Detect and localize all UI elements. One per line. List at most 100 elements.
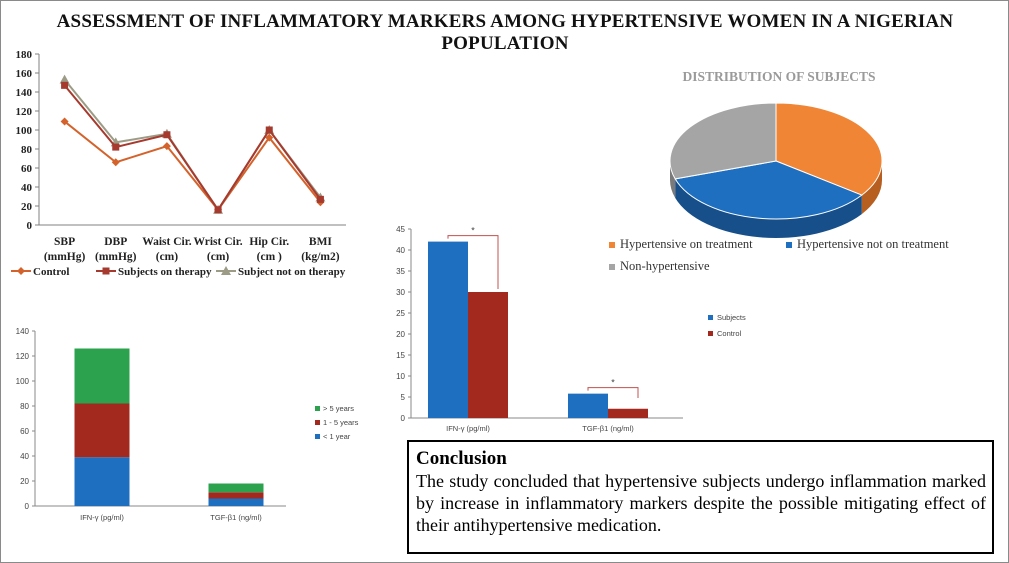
x-tick-label: BMI: [309, 236, 333, 248]
legend-swatch: [315, 434, 320, 439]
legend-label: Control: [33, 266, 69, 278]
data-point: [163, 131, 171, 139]
legend-label: < 1 year: [323, 432, 351, 441]
data-point: [265, 126, 273, 134]
x-tick-label: (kg/m2): [301, 251, 340, 263]
x-tick-label: Wrist Cir.: [193, 236, 242, 248]
legend-label: Hypertensive on treatment: [620, 237, 753, 251]
series-line-1: [63, 84, 322, 212]
y-tick-label: 0: [401, 414, 406, 423]
series-line-0: [63, 120, 322, 212]
stacked-segment: [74, 457, 130, 506]
significance-bracket: [587, 387, 639, 398]
stacked-segment: [74, 348, 130, 404]
pie-slice: [674, 160, 863, 220]
legend-swatch: [315, 406, 320, 411]
stacked-segment: [74, 403, 130, 458]
data-point: [265, 133, 274, 142]
y-tick-label: 35: [396, 267, 405, 276]
x-tick-label: (mmHg): [95, 251, 137, 263]
y-tick-label: 30: [396, 288, 405, 297]
pie-slice: [669, 102, 777, 180]
data-point: [111, 158, 120, 167]
conclusion-box: Conclusion The study concluded that hype…: [407, 440, 994, 554]
legend-marker: [102, 267, 110, 275]
y-tick-label: 140: [16, 87, 33, 99]
y-tick-label: 20: [21, 201, 33, 213]
legend-label: Non-hypertensive: [620, 259, 710, 273]
pie-chart: DISTRIBUTION OF SUBJECTS Hypertensive on …: [609, 69, 949, 273]
x-tick-label: TGF-β1 (ng/ml): [210, 513, 262, 522]
y-tick-label: 40: [396, 246, 405, 255]
y-tick-label: 0: [27, 220, 33, 232]
x-tick-label: IFN-γ (pg/ml): [80, 513, 124, 522]
series-line-2: [63, 79, 322, 212]
y-tick-label: 120: [16, 352, 30, 361]
legend-swatch: [786, 242, 792, 248]
y-tick-label: 60: [20, 427, 29, 436]
y-tick-label: 100: [16, 125, 33, 137]
legend-label: Control: [717, 329, 742, 338]
data-point: [214, 206, 222, 214]
y-tick-label: 15: [396, 351, 405, 360]
legend-swatch: [609, 242, 615, 248]
significance-bracket: [447, 235, 499, 289]
y-tick-label: 120: [16, 106, 33, 118]
line-chart: 0 20 40 60 80 100 120 140 160 180 SBP (mmHg) DBP (mmH…: [11, 49, 346, 278]
x-tick-label: Waist Cir.: [142, 236, 192, 248]
y-tick-label: 60: [21, 163, 33, 175]
legend-label: > 5 years: [323, 404, 354, 413]
significance-star: *: [611, 378, 615, 388]
legend-swatch: [315, 420, 320, 425]
legend-label: Subject not on therapy: [238, 266, 346, 278]
data-point: [61, 81, 69, 89]
data-point: [316, 195, 324, 203]
y-tick-label: 40: [20, 452, 29, 461]
stacked-bar-chart: 0 20 40 60 80 100 120 140 IFN-γ (pg/ml) TGF-β1 (n…: [16, 327, 359, 522]
conclusion-heading: Conclusion: [416, 448, 507, 469]
legend-marker: [221, 266, 231, 275]
y-tick-label: 10: [396, 372, 405, 381]
x-tick-label: (cm): [156, 251, 179, 263]
y-tick-label: 80: [21, 144, 33, 156]
y-tick-label: 0: [25, 502, 30, 511]
legend-swatch: [708, 331, 713, 336]
legend-swatch: [609, 264, 615, 270]
pie-title: DISTRIBUTION OF SUBJECTS: [682, 69, 875, 84]
significance-star: *: [471, 226, 475, 236]
y-tick-label: 25: [396, 309, 405, 318]
poster-title: ASSESSMENT OF INFLAMMATORY MARKERS AMONG…: [56, 11, 954, 54]
pie-slice: [775, 102, 883, 196]
y-tick-label: 5: [401, 393, 406, 402]
x-tick-label: TGF-β1 (ng/ml): [582, 424, 634, 433]
legend-marker: [17, 267, 25, 275]
grouped-bar-chart: 0 5 10 15 20 25 30 35 40 45 IFN-γ (pg/ml) * TGF-β1 (…: [396, 225, 746, 433]
x-tick-label: IFN-γ (pg/ml): [446, 424, 490, 433]
y-tick-label: 180: [16, 49, 33, 61]
data-point: [59, 74, 70, 84]
x-tick-label: (cm ): [257, 251, 282, 263]
x-tick-label: (cm): [207, 251, 230, 263]
x-tick-label: DBP: [104, 236, 127, 248]
pie-slice-side: [861, 161, 882, 215]
y-tick-label: 45: [396, 225, 405, 234]
legend-swatch: [708, 315, 713, 320]
y-tick-label: 40: [21, 182, 33, 194]
y-tick-label: 100: [16, 377, 30, 386]
bar-control: [608, 408, 648, 418]
y-tick-label: 20: [396, 330, 405, 339]
legend-label: Subjects on therapy: [118, 266, 212, 278]
y-tick-label: 160: [16, 68, 33, 80]
legend-label: Subjects: [717, 313, 746, 322]
pie-slice-side: [675, 178, 862, 238]
legend-label: 1 - 5 years: [323, 418, 359, 427]
x-tick-label: (mmHg): [44, 251, 86, 263]
y-tick-label: 20: [20, 477, 29, 486]
bar-subjects: [428, 241, 468, 418]
x-tick-label: Hip Cir.: [249, 236, 289, 248]
stacked-segment: [208, 492, 264, 499]
bar-subjects: [568, 393, 608, 418]
data-point: [112, 143, 120, 151]
legend-label: Hypertensive not on treatment: [797, 237, 949, 251]
